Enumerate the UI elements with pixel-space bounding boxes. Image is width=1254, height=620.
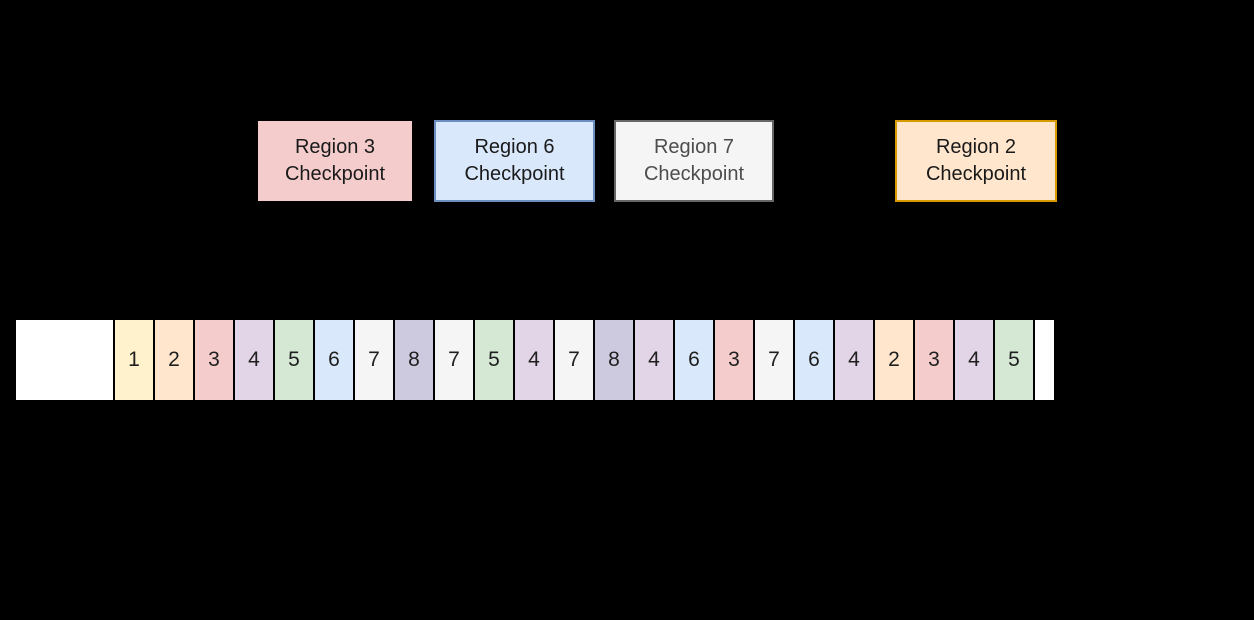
checkpoint-region-label: Region 6 — [474, 136, 555, 158]
strip-cell-region-6: 6 — [315, 320, 355, 400]
strip-cell-region-7: 7 — [555, 320, 595, 400]
checkpoint-region-label: Region 2 — [935, 136, 1017, 158]
checkpoint-word-label: Checkpoint — [464, 163, 565, 185]
strip-cell-region-5: 5 — [275, 320, 315, 400]
checkpoint-word-label: Checkpoint — [925, 163, 1027, 185]
memory-strip: 1 2 3 4 5 6 7 8 7 5 4 7 8 4 6 3 7 6 4 2 … — [16, 320, 1054, 400]
checkpoint-box-region-3: Region 3 Checkpoint — [257, 120, 413, 202]
strip-cell-number: 4 — [848, 348, 860, 371]
strip-tail-cell — [1035, 320, 1054, 400]
strip-cell-number: 3 — [728, 348, 740, 371]
strip-cell-number: 8 — [408, 348, 420, 371]
checkpoint-region-label: Region 3 — [294, 136, 376, 158]
strip-cell-number: 3 — [928, 348, 940, 371]
strip-cell-region-4: 4 — [635, 320, 675, 400]
strip-cell-number: 2 — [168, 348, 180, 371]
strip-cell-region-7: 7 — [355, 320, 395, 400]
strip-cell-region-7: 7 — [435, 320, 475, 400]
strip-cell-number: 4 — [648, 348, 660, 371]
strip-cell-number: 6 — [808, 348, 820, 371]
strip-cell-number: 7 — [768, 348, 780, 371]
strip-cell-region-5: 5 — [475, 320, 515, 400]
strip-cell-number: 5 — [488, 348, 500, 371]
strip-cell-region-4: 4 — [955, 320, 995, 400]
strip-cell-number: 5 — [1008, 348, 1020, 371]
strip-cell-region-3: 3 — [915, 320, 955, 400]
checkpoint-word-label: Checkpoint — [284, 163, 386, 185]
strip-cell-region-1: 1 — [115, 320, 155, 400]
strip-cell-region-4: 4 — [515, 320, 555, 400]
strip-cell-number: 4 — [968, 348, 980, 371]
strip-cell-number: 6 — [328, 348, 340, 371]
strip-cell-number: 6 — [688, 348, 700, 371]
strip-cell-number: 4 — [248, 348, 260, 371]
strip-cell-region-7: 7 — [755, 320, 795, 400]
strip-cell-region-4: 4 — [235, 320, 275, 400]
strip-cell-number: 7 — [368, 348, 380, 371]
checkpoint-box-region-6: Region 6 Checkpoint — [434, 120, 595, 202]
checkpoint-box-region-2: Region 2 Checkpoint — [895, 120, 1057, 202]
strip-cell-number: 3 — [208, 348, 220, 371]
strip-cell-number: 4 — [528, 348, 540, 371]
strip-cell-number: 5 — [288, 348, 300, 371]
strip-cell-number: 7 — [568, 348, 580, 371]
strip-cell-number: 7 — [448, 348, 460, 371]
checkpoint-word-label: Checkpoint — [643, 163, 745, 185]
strip-cell-number: 1 — [128, 348, 140, 371]
strip-cell-region-8: 8 — [595, 320, 635, 400]
strip-cell-region-2: 2 — [875, 320, 915, 400]
strip-cell-region-5: 5 — [995, 320, 1035, 400]
strip-cells: 1 2 3 4 5 6 7 8 7 5 4 7 8 4 6 3 7 6 4 2 … — [115, 320, 1035, 400]
checkpoint-box-region-7: Region 7 Checkpoint — [614, 120, 774, 202]
strip-cell-number: 8 — [608, 348, 620, 371]
strip-cell-region-4: 4 — [835, 320, 875, 400]
strip-cell-region-3: 3 — [715, 320, 755, 400]
strip-lead-cell — [16, 320, 115, 400]
strip-cell-region-6: 6 — [795, 320, 835, 400]
strip-cell-region-2: 2 — [155, 320, 195, 400]
strip-cell-region-3: 3 — [195, 320, 235, 400]
strip-cell-number: 2 — [888, 348, 900, 371]
strip-cell-region-8: 8 — [395, 320, 435, 400]
strip-cell-region-6: 6 — [675, 320, 715, 400]
checkpoint-region-label: Region 7 — [653, 136, 735, 158]
